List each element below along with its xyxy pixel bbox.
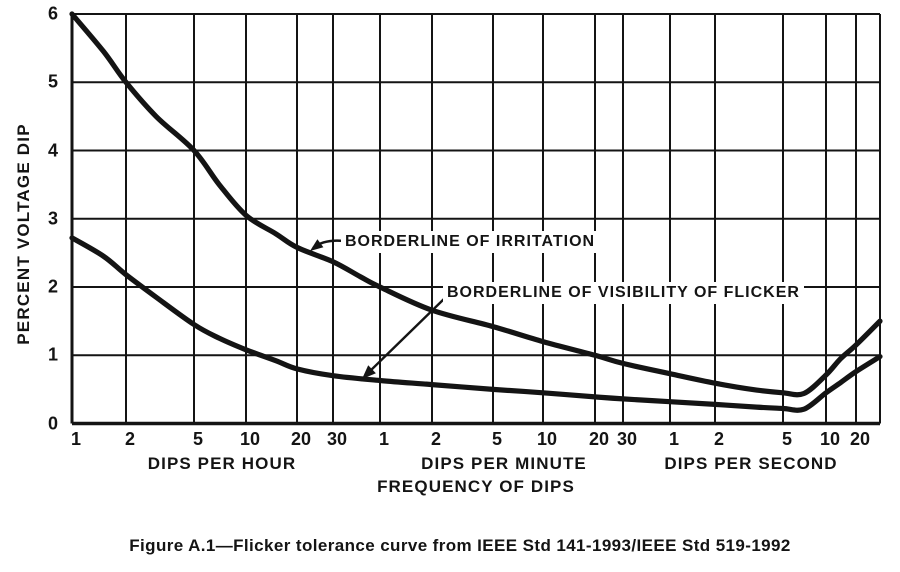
figure-caption: Figure A.1—Flicker tolerance curve from … <box>129 536 791 555</box>
x-segment-label-second: DIPS PER SECOND <box>664 454 838 473</box>
visibility-arrow-head <box>362 365 376 379</box>
x-tick-label: 10 <box>819 429 841 449</box>
y-tick-label: 0 <box>47 413 58 433</box>
curve-borderline-of-visibility <box>69 235 883 413</box>
x-tick-label: 1 <box>378 429 390 449</box>
y-tick-label: 5 <box>47 71 58 92</box>
y-tick-label: 2 <box>47 276 58 297</box>
x-segment-label-minute: DIPS PER MINUTE <box>421 454 587 473</box>
x-tick-label: 30 <box>616 429 638 449</box>
x-tick-label: 5 <box>192 429 204 449</box>
x-tick-label: 5 <box>491 429 503 449</box>
annotation-borderline-of-irritation: BORDERLINE OF IRRITATION <box>341 231 600 253</box>
y-tick-label: 6 <box>47 3 58 24</box>
y-tick-label: 4 <box>47 140 58 160</box>
x-tick-label: 1 <box>70 429 82 449</box>
visibility-arrow-line <box>366 296 447 375</box>
x-tick-label: 20 <box>290 429 312 449</box>
curve-borderline-of-irritation <box>69 11 883 398</box>
x-tick-label: 2 <box>713 429 725 449</box>
x-axis-title: FREQUENCY OF DIPS <box>377 477 575 496</box>
x-tick-label: 10 <box>239 429 261 449</box>
x-tick-label: 2 <box>430 429 442 449</box>
y-tick-label: 1 <box>47 344 58 365</box>
x-segment-label-hour: DIPS PER HOUR <box>147 454 297 473</box>
x-tick-label: 20 <box>588 429 610 449</box>
y-tick-label: 3 <box>47 208 58 229</box>
x-tick-label: 10 <box>536 429 558 449</box>
irritation-arrow-head <box>310 239 324 251</box>
x-tick-label: 20 <box>849 429 871 449</box>
x-tick-label: 5 <box>781 429 793 449</box>
x-tick-label: 30 <box>326 429 348 449</box>
x-tick-label: 1 <box>668 429 680 449</box>
x-tick-label: 2 <box>124 429 136 449</box>
annotation-borderline-of-visibility: BORDERLINE OF VISIBILITY OF FLICKER <box>443 282 804 304</box>
